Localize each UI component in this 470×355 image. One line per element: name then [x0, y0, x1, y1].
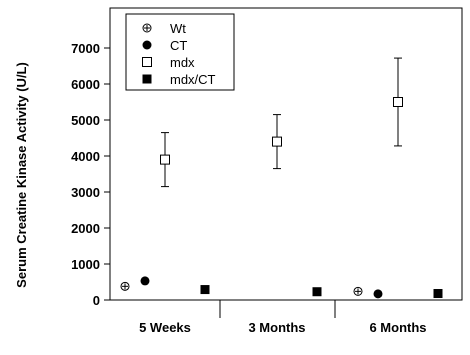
legend-marker	[142, 57, 152, 67]
y-tick-label: 6000	[71, 77, 100, 92]
y-tick-label: 4000	[71, 149, 100, 164]
y-tick-label: 2000	[71, 221, 100, 236]
x-axis: 5 Weeks 3 Months 6 Months	[139, 320, 426, 335]
point-mdx	[160, 154, 170, 165]
x-category-label: 5 Weeks	[139, 320, 191, 335]
x-category-label: 6 Months	[369, 320, 426, 335]
point-mdx	[393, 97, 403, 107]
legend-label: CT	[170, 38, 187, 53]
plot-frame	[109, 7, 463, 301]
y-tick-label: 7000	[71, 41, 100, 56]
x-category-label: 3 Months	[248, 320, 305, 335]
y-tick-label: 0	[93, 293, 100, 308]
point-mdx-ct	[433, 289, 443, 299]
y-axis: 0 1000 2000 3000 4000 5000 6000 7000	[71, 41, 110, 308]
legend-label: Wt	[170, 21, 186, 36]
point-ct	[140, 276, 150, 286]
legend-marker	[142, 40, 152, 50]
point-mdx-ct	[312, 287, 322, 297]
legend-label: mdx	[170, 55, 195, 70]
point-ct	[373, 289, 383, 299]
legend-label: mdx/CT	[170, 72, 216, 87]
y-tick-label: 5000	[71, 113, 100, 128]
point-mdx	[272, 136, 282, 147]
point-mdx-ct	[200, 285, 210, 295]
y-axis-title: Serum Creatine Kinase Activity (U/L)	[14, 62, 29, 288]
y-tick-label: 1000	[71, 257, 100, 272]
legend: Wt CT mdx mdx/CT	[125, 13, 235, 91]
legend-marker	[142, 74, 152, 84]
data-points	[120, 97, 443, 299]
y-tick-label: 3000	[71, 185, 100, 200]
